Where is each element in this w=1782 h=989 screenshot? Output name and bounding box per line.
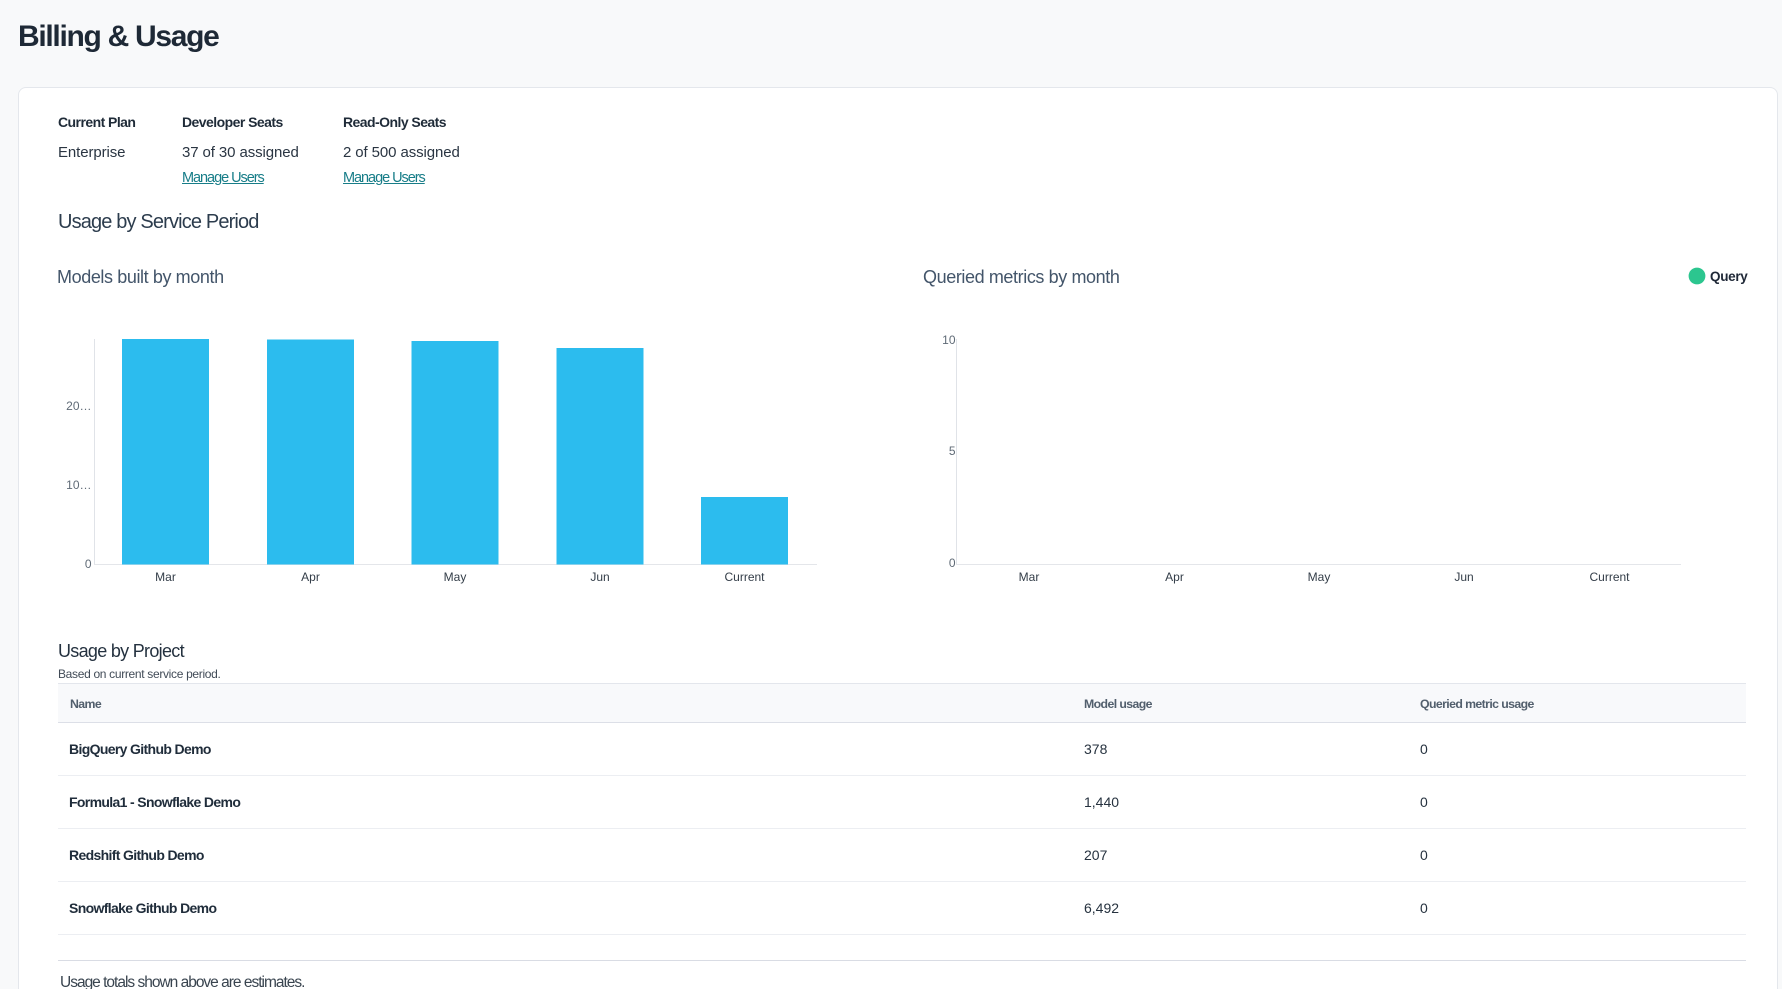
svg-text:Current: Current [724, 570, 765, 584]
svg-text:May: May [1308, 570, 1331, 584]
svg-text:0: 0 [949, 556, 956, 570]
svg-text:May: May [444, 570, 467, 584]
svg-text:Jun: Jun [590, 570, 609, 584]
svg-text:10: 10 [942, 333, 956, 347]
svg-text:10…: 10… [66, 478, 91, 492]
svg-text:Query: Query [1710, 269, 1748, 284]
svg-text:Jun: Jun [1454, 570, 1473, 584]
svg-text:Mar: Mar [1019, 570, 1040, 584]
svg-text:Apr: Apr [1165, 570, 1184, 584]
svg-text:Apr: Apr [301, 570, 320, 584]
svg-text:20…: 20… [66, 399, 91, 413]
svg-text:0: 0 [85, 557, 92, 571]
svg-text:5: 5 [949, 444, 956, 458]
svg-text:Mar: Mar [155, 570, 176, 584]
svg-text:Current: Current [1589, 570, 1630, 584]
